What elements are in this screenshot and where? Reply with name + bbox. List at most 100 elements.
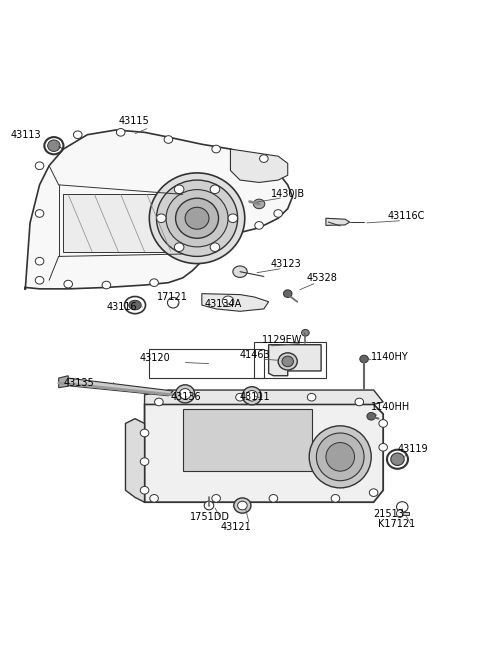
Ellipse shape: [168, 297, 179, 308]
Text: 41463: 41463: [240, 350, 271, 359]
Polygon shape: [269, 344, 321, 376]
Ellipse shape: [242, 386, 262, 405]
Ellipse shape: [307, 394, 316, 401]
Ellipse shape: [73, 131, 82, 138]
Ellipse shape: [301, 329, 309, 336]
Polygon shape: [63, 194, 173, 252]
Text: 45328: 45328: [307, 274, 338, 283]
Ellipse shape: [35, 276, 44, 284]
Ellipse shape: [269, 495, 278, 502]
Ellipse shape: [222, 296, 234, 306]
Text: 43136: 43136: [171, 392, 202, 401]
Ellipse shape: [283, 290, 292, 297]
Polygon shape: [400, 512, 409, 515]
Ellipse shape: [140, 429, 149, 437]
Ellipse shape: [360, 355, 368, 363]
Ellipse shape: [155, 398, 163, 406]
Ellipse shape: [149, 173, 245, 264]
Ellipse shape: [210, 185, 220, 194]
Text: 43119: 43119: [397, 444, 428, 454]
Ellipse shape: [156, 180, 238, 256]
Polygon shape: [125, 419, 144, 502]
Ellipse shape: [282, 356, 293, 367]
Ellipse shape: [274, 210, 282, 217]
Text: K17121: K17121: [378, 520, 416, 529]
Ellipse shape: [234, 498, 251, 513]
Ellipse shape: [176, 198, 218, 238]
Ellipse shape: [185, 207, 209, 229]
Ellipse shape: [369, 489, 378, 497]
Text: 1751DD: 1751DD: [190, 512, 230, 522]
Text: 43111: 43111: [240, 392, 271, 401]
Ellipse shape: [176, 385, 195, 403]
Text: 43123: 43123: [271, 259, 302, 269]
Text: 21513: 21513: [373, 508, 405, 518]
Ellipse shape: [379, 420, 387, 427]
Ellipse shape: [150, 279, 158, 287]
Ellipse shape: [379, 443, 387, 451]
Ellipse shape: [129, 300, 141, 310]
Ellipse shape: [212, 145, 220, 153]
Polygon shape: [144, 404, 383, 502]
Text: 43113: 43113: [11, 130, 42, 140]
Ellipse shape: [236, 394, 244, 401]
Ellipse shape: [396, 510, 403, 518]
Text: 43116: 43116: [107, 302, 137, 312]
Text: 1140HH: 1140HH: [371, 402, 410, 412]
Ellipse shape: [238, 501, 247, 510]
Text: 43135: 43135: [63, 379, 94, 388]
Polygon shape: [183, 409, 312, 471]
Text: 1430JB: 1430JB: [271, 189, 305, 199]
Polygon shape: [59, 376, 68, 388]
Ellipse shape: [326, 443, 355, 471]
Polygon shape: [202, 294, 269, 312]
Ellipse shape: [228, 214, 238, 222]
Ellipse shape: [246, 390, 258, 401]
Text: 43120: 43120: [140, 354, 170, 363]
Ellipse shape: [391, 453, 404, 466]
Ellipse shape: [260, 155, 268, 163]
Text: 1129EW: 1129EW: [262, 335, 302, 345]
Ellipse shape: [35, 162, 44, 169]
Ellipse shape: [309, 426, 371, 488]
Ellipse shape: [233, 266, 247, 277]
Ellipse shape: [180, 388, 191, 399]
Ellipse shape: [331, 495, 340, 502]
Ellipse shape: [140, 458, 149, 466]
Ellipse shape: [35, 210, 44, 217]
Ellipse shape: [210, 243, 220, 251]
Text: 17121: 17121: [156, 293, 187, 302]
Ellipse shape: [116, 129, 125, 136]
Ellipse shape: [174, 243, 184, 251]
Ellipse shape: [174, 185, 184, 194]
Ellipse shape: [48, 140, 60, 152]
Ellipse shape: [156, 214, 166, 222]
Ellipse shape: [35, 257, 44, 265]
Polygon shape: [230, 149, 288, 182]
Ellipse shape: [387, 450, 408, 469]
Ellipse shape: [44, 137, 63, 154]
Text: 43134A: 43134A: [204, 298, 241, 308]
Ellipse shape: [367, 413, 375, 420]
Ellipse shape: [396, 502, 408, 512]
Ellipse shape: [124, 297, 145, 314]
Ellipse shape: [140, 487, 149, 494]
Polygon shape: [59, 378, 173, 396]
Ellipse shape: [102, 281, 111, 289]
Text: 43121: 43121: [221, 522, 252, 532]
Ellipse shape: [164, 136, 173, 143]
Ellipse shape: [255, 222, 264, 229]
Polygon shape: [25, 130, 292, 290]
Ellipse shape: [253, 199, 265, 209]
Polygon shape: [326, 218, 350, 226]
Ellipse shape: [204, 501, 214, 510]
Ellipse shape: [355, 398, 364, 406]
Ellipse shape: [150, 495, 158, 502]
Text: 43115: 43115: [118, 115, 149, 126]
Polygon shape: [144, 390, 383, 404]
Ellipse shape: [212, 495, 220, 502]
Ellipse shape: [316, 433, 364, 481]
Ellipse shape: [166, 190, 228, 247]
Text: 43116C: 43116C: [388, 211, 425, 221]
Text: 1140HY: 1140HY: [371, 352, 409, 363]
